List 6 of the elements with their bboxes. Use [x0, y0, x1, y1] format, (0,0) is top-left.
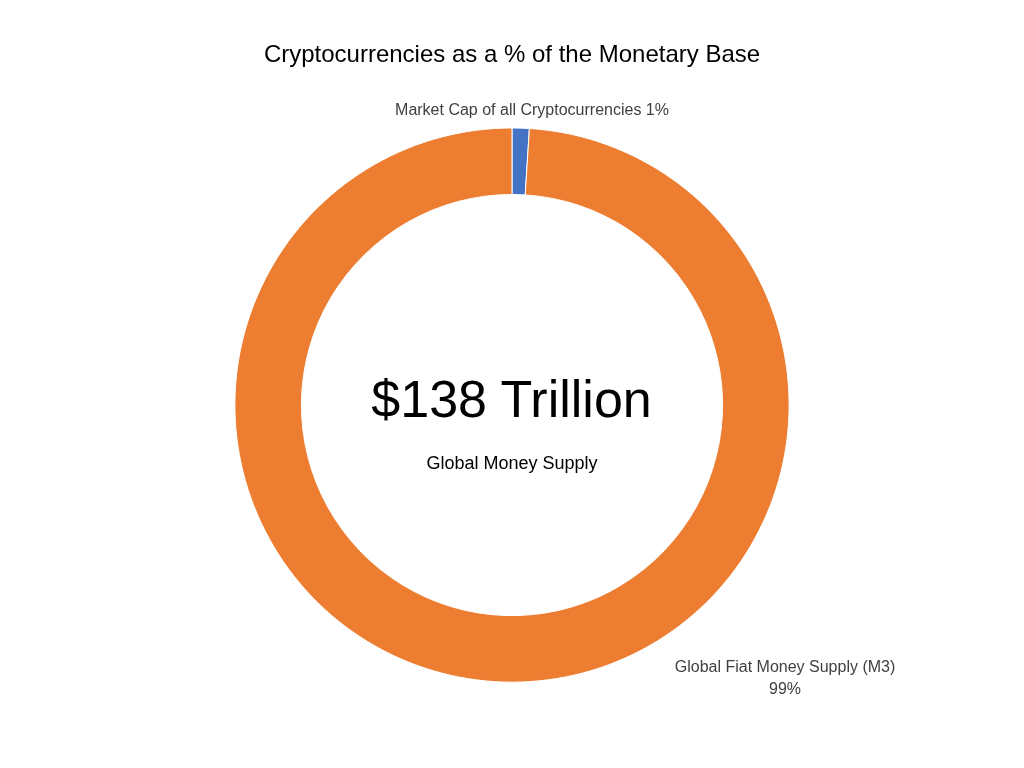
data-label: 99% — [768, 679, 802, 697]
text: $138 Trillion — [371, 369, 652, 428]
slice-label: Global Fiat Money Supply (M3) — [674, 657, 896, 675]
text: Global Money Supply — [426, 452, 598, 473]
slice-label: Market Cap of all Cryptocurrencies 1% — [395, 100, 669, 118]
chart-title: Cryptocurrencies as a % of the Monetary Base — [263, 39, 761, 67]
